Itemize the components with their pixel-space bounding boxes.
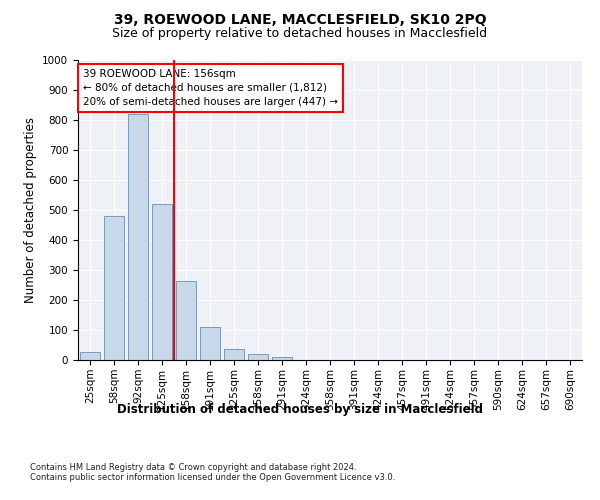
Bar — [176, 280, 196, 360]
Bar — [224, 348, 244, 360]
Bar — [200, 327, 220, 360]
Text: 39 ROEWOOD LANE: 156sqm
← 80% of detached houses are smaller (1,812)
20% of semi: 39 ROEWOOD LANE: 156sqm ← 80% of detache… — [83, 69, 338, 107]
Bar — [152, 204, 172, 360]
Bar — [104, 216, 124, 360]
Text: 39, ROEWOOD LANE, MACCLESFIELD, SK10 2PQ: 39, ROEWOOD LANE, MACCLESFIELD, SK10 2PQ — [113, 12, 487, 26]
Text: Distribution of detached houses by size in Macclesfield: Distribution of detached houses by size … — [117, 402, 483, 415]
Bar — [80, 352, 100, 360]
Bar — [272, 357, 292, 360]
Text: Contains HM Land Registry data © Crown copyright and database right 2024.
Contai: Contains HM Land Registry data © Crown c… — [30, 462, 395, 482]
Y-axis label: Number of detached properties: Number of detached properties — [23, 117, 37, 303]
Bar — [128, 114, 148, 360]
Text: Size of property relative to detached houses in Macclesfield: Size of property relative to detached ho… — [112, 28, 488, 40]
Bar — [248, 354, 268, 360]
